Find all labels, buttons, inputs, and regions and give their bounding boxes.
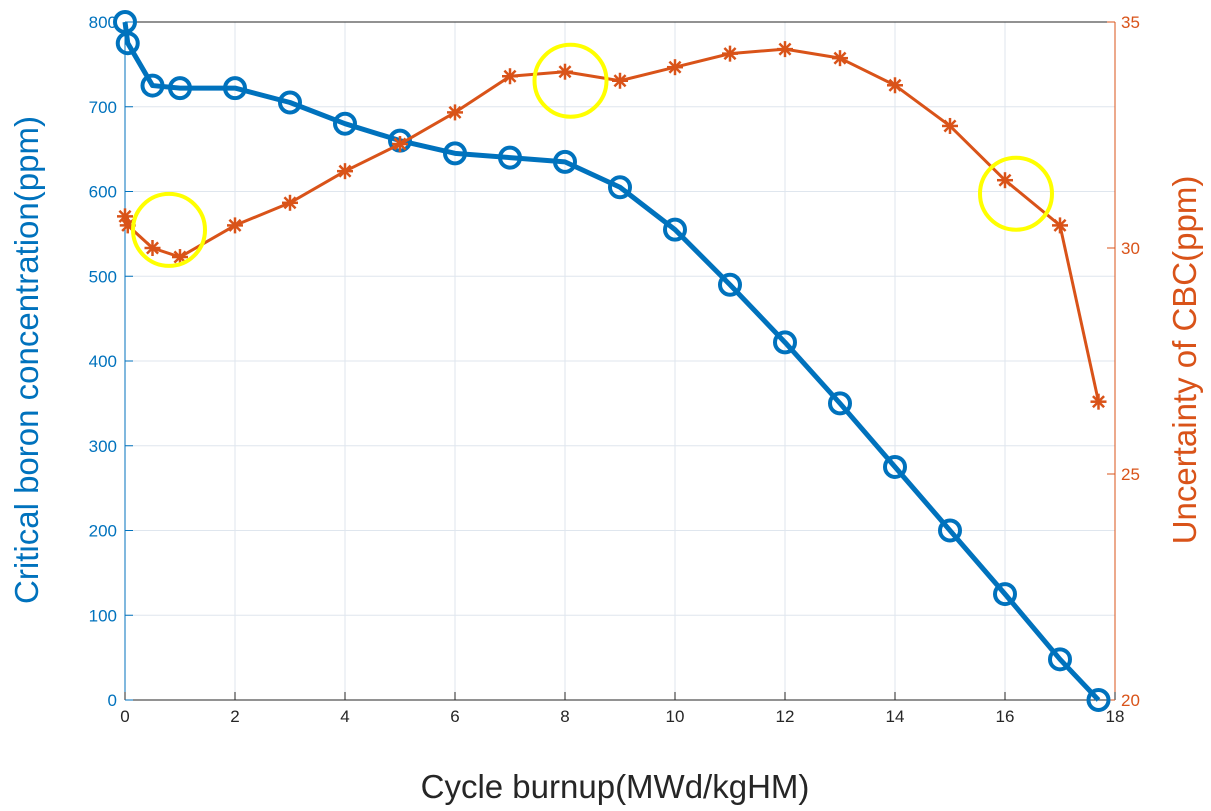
- uncertainty-data-point: [392, 136, 408, 153]
- grid-lines: [124, 21, 1116, 701]
- uncertainty-data-point: [1090, 393, 1107, 410]
- x-tick-label: 14: [886, 707, 905, 726]
- left-y-tick-label: 800: [89, 13, 117, 32]
- x-tick-label: 4: [340, 707, 349, 726]
- boron-data-point: [168, 76, 192, 101]
- left-y-tick-label: 0: [108, 691, 117, 710]
- boron-data-point: [718, 272, 742, 297]
- right-y-tick-label: 35: [1121, 13, 1140, 32]
- x-tick-label: 10: [666, 707, 685, 726]
- uncertainty-data-point: [1052, 217, 1068, 234]
- left-y-tick-label: 500: [89, 267, 117, 286]
- boron-data-point: [1048, 647, 1072, 672]
- uncertainty-data-point: [282, 194, 298, 211]
- highlight-circle: [532, 42, 609, 119]
- boron-data-point: [993, 582, 1017, 607]
- uncertainty-data-point: [942, 117, 958, 134]
- left-y-tick-label: 400: [89, 352, 117, 371]
- left-y-tick-label: 100: [89, 606, 117, 625]
- x-tick-label: 12: [776, 707, 795, 726]
- boron-concentration-line: [122, 21, 1101, 702]
- x-tick-label: 18: [1106, 707, 1125, 726]
- x-tick-label: 16: [996, 707, 1015, 726]
- axes: 0 2 4 6 8 10 12 14 16 18 0 100 200 300 400 500 600 700 800…: [89, 13, 1140, 726]
- boron-data-point: [140, 73, 165, 98]
- uncertainty-data-point: [612, 72, 628, 89]
- boron-data-point: [828, 391, 852, 416]
- left-y-tick-label: 700: [89, 98, 117, 117]
- left-y-tick-label: 300: [89, 437, 117, 456]
- uncertainty-data-point: [337, 163, 353, 180]
- boron-data-point: [553, 149, 577, 174]
- x-tick-label: 2: [230, 707, 239, 726]
- uncertainty-data-point: [997, 172, 1013, 189]
- uncertainty-data-point: [144, 240, 161, 256]
- x-tick-label: 0: [120, 707, 129, 726]
- uncertainty-data-point: [777, 41, 793, 58]
- right-y-tick-label: 25: [1121, 465, 1140, 484]
- left-y-axis-label: Critical boron concentration(ppm): [8, 116, 45, 604]
- highlight-circle: [131, 191, 207, 268]
- left-y-tick-label: 600: [89, 183, 117, 202]
- right-y-tick-label: 20: [1121, 691, 1140, 710]
- uncertainty-data-point: [557, 63, 573, 80]
- uncertainty-line: [123, 47, 1100, 403]
- boron-data-point: [773, 330, 797, 355]
- data-series: [113, 10, 1111, 712]
- boron-data-point: [223, 76, 247, 101]
- x-axis-label: Cycle burnup(MWd/kgHM): [421, 768, 810, 805]
- highlight-annotations: [131, 42, 1054, 268]
- uncertainty-data-point: [722, 45, 738, 62]
- boron-data-point: [608, 175, 632, 200]
- boron-data-point: [883, 454, 907, 479]
- uncertainty-data-point: [227, 217, 243, 234]
- uncertainty-data-point: [887, 77, 903, 94]
- x-tick-label: 6: [450, 707, 459, 726]
- uncertainty-data-point: [447, 104, 463, 121]
- uncertainty-data-point: [172, 249, 188, 266]
- uncertainty-data-point: [832, 50, 848, 67]
- boron-data-point: [443, 141, 467, 166]
- x-tick-label: 8: [560, 707, 569, 726]
- boron-data-point: [333, 111, 357, 136]
- boron-data-point: [1086, 688, 1111, 712]
- highlight-circle: [978, 155, 1054, 232]
- uncertainty-data-point: [502, 68, 518, 85]
- right-y-tick-label: 30: [1121, 239, 1140, 258]
- boron-data-point: [938, 518, 962, 543]
- axis-labels: Cycle burnup(MWd/kgHM) Critical boron co…: [8, 116, 1203, 805]
- boron-data-point: [498, 145, 522, 170]
- boron-data-point: [278, 90, 302, 115]
- right-y-axis-label: Uncertainty of CBC(ppm): [1166, 176, 1203, 545]
- boron-data-point: [115, 31, 140, 56]
- boron-data-point: [663, 217, 687, 242]
- uncertainty-data-point: [667, 59, 683, 76]
- left-y-tick-label: 200: [89, 522, 117, 541]
